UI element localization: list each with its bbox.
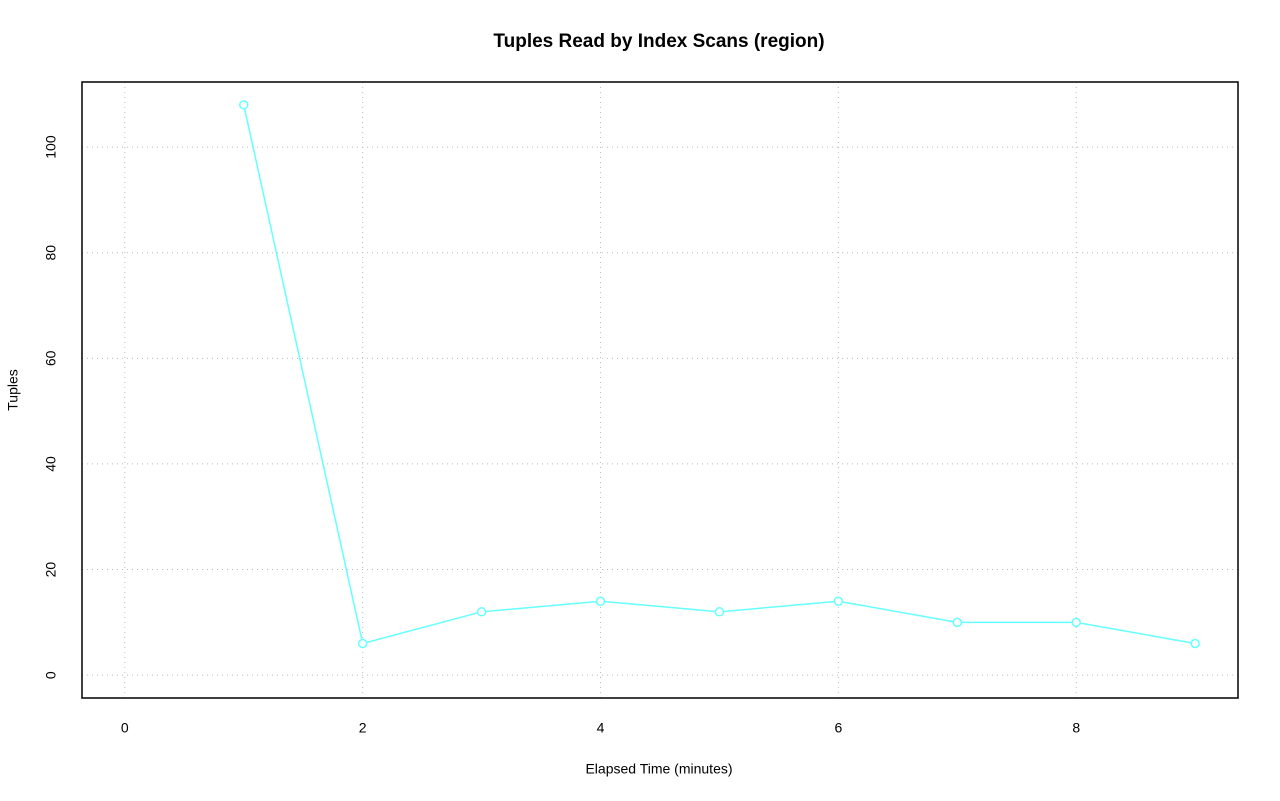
x-axis-label: Elapsed Time (minutes) xyxy=(585,761,732,777)
y-axis-label: Tuples xyxy=(5,369,21,411)
data-point xyxy=(476,607,487,617)
plot-frame xyxy=(81,81,1239,699)
y-tick-label: 60 xyxy=(43,350,59,366)
x-tick-label: 0 xyxy=(121,720,129,736)
data-point xyxy=(1071,617,1082,628)
x-tick-label: 6 xyxy=(834,720,842,736)
data-point xyxy=(833,596,844,606)
data-point xyxy=(1190,638,1200,649)
y-tick-label: 100 xyxy=(43,135,59,159)
y-tick-label: 80 xyxy=(43,245,59,261)
data-line xyxy=(243,104,1196,645)
data-point xyxy=(357,638,368,649)
data-point xyxy=(595,596,606,606)
chart-title: Tuples Read by Index Scans (region) xyxy=(493,31,824,52)
data-point xyxy=(952,617,963,628)
y-tick-label: 40 xyxy=(43,456,59,472)
x-tick-label: 2 xyxy=(359,720,367,736)
data-point xyxy=(714,607,725,617)
x-tick-label: 8 xyxy=(1072,720,1080,736)
data-point xyxy=(238,100,249,110)
y-tick-label: 0 xyxy=(43,671,59,679)
y-tick-label: 20 xyxy=(43,562,59,578)
x-tick-label: 4 xyxy=(597,720,605,736)
